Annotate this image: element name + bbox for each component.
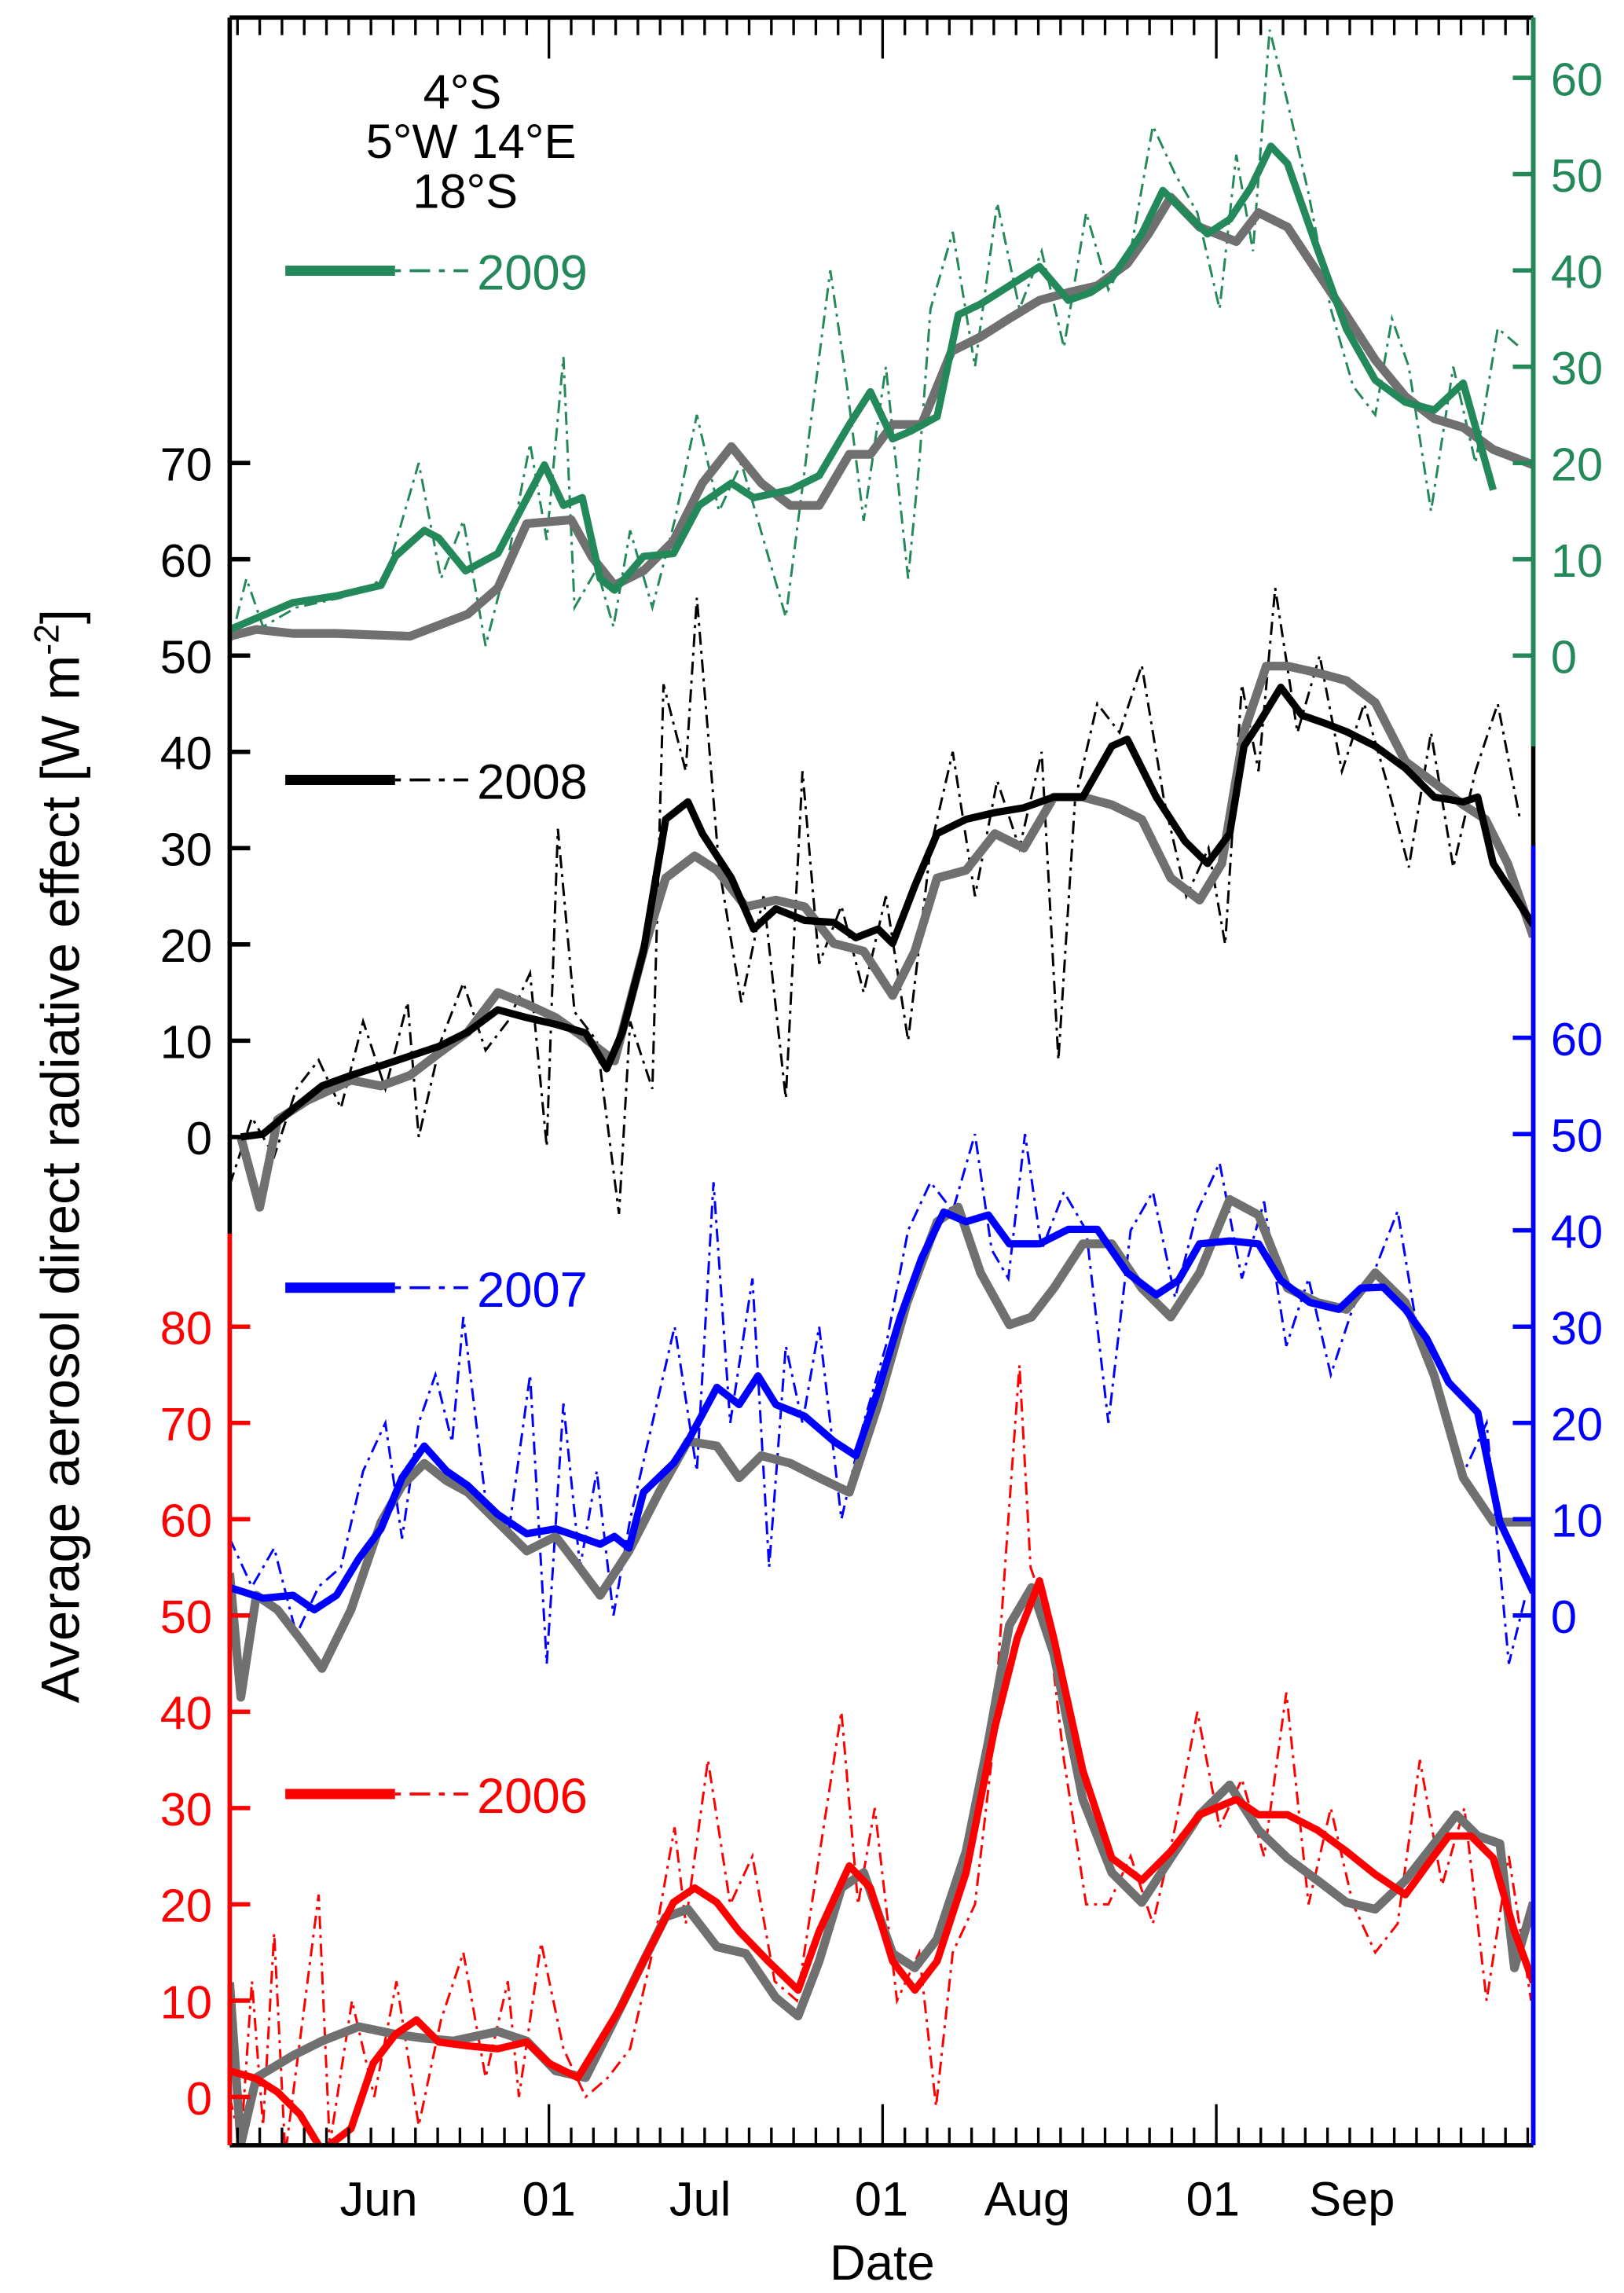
- mean-line-2008: [240, 683, 1534, 1141]
- y-tick-label-2006: 20: [160, 1880, 212, 1932]
- y-tick-label-2009: 0: [1551, 631, 1577, 684]
- y-tick-label-2007: 60: [1551, 1013, 1603, 1066]
- y-tick-label-2008: 10: [160, 1016, 212, 1069]
- y-tick-label-2009: 20: [1551, 438, 1603, 491]
- legend: 2009 2008 2007 2006: [285, 246, 588, 1824]
- y-tick-label-2006: 60: [160, 1495, 212, 1547]
- y-tick-label-2006: 10: [160, 1976, 212, 2028]
- x-tick-label: Jul: [669, 2172, 731, 2226]
- y-axis-title-close: ]: [31, 609, 91, 624]
- legend-label-2008: 2008: [477, 755, 588, 810]
- y-tick-label-2006: 30: [160, 1783, 212, 1836]
- y-tick-label-2008: 0: [186, 1112, 212, 1165]
- reference-line-2007: [229, 1194, 1534, 1702]
- y-axis-title-main: Average aerosol direct radiative effect …: [31, 655, 91, 1703]
- x-tick-label: 01: [522, 2172, 575, 2226]
- x-tick-label: 01: [1186, 2172, 1240, 2226]
- y-axis-title-superscript: -2: [27, 624, 66, 655]
- reference-line-2006: [229, 1583, 1534, 2145]
- daily-line-2006: [229, 1365, 1533, 2145]
- y-tick-label-2006: 40: [160, 1687, 212, 1740]
- y-tick-label-2008: 60: [160, 534, 212, 587]
- legend-label-2007: 2007: [477, 1263, 588, 1318]
- y-tick-label-2009: 10: [1551, 534, 1603, 587]
- y-tick-label-2007: 40: [1551, 1205, 1603, 1258]
- x-tick-label: Jun: [340, 2172, 418, 2226]
- mean-line-2009: [229, 142, 1498, 633]
- region-north-label: 4°S: [423, 65, 502, 119]
- x-axis-title: Date: [830, 2236, 935, 2291]
- axes-layer: 0102030405060010203040506070010203040506…: [160, 15, 1603, 2226]
- y-tick-label-2006: 70: [160, 1398, 212, 1451]
- x-tick-label: Sep: [1309, 2172, 1395, 2226]
- y-tick-label-2009: 60: [1551, 53, 1603, 105]
- mean-line-2006: [229, 1577, 1534, 2145]
- y-tick-label-2007: 20: [1551, 1398, 1603, 1451]
- y-tick-label-2006: 80: [160, 1302, 212, 1355]
- y-tick-label-2006: 0: [186, 2072, 212, 2125]
- daily-line-2009: [229, 29, 1521, 647]
- y-tick-label-2008: 20: [160, 919, 212, 972]
- y-tick-label-2007: 50: [1551, 1110, 1603, 1162]
- mean-line-2007: [229, 1208, 1534, 1614]
- y-tick-label-2007: 30: [1551, 1302, 1603, 1355]
- y-axis-title: Average aerosol direct radiative effect …: [27, 609, 90, 1703]
- y-tick-label-2009: 40: [1551, 245, 1603, 298]
- region-annotation: 4°S 5°W 14°E 18°S: [366, 65, 577, 219]
- legend-label-2009: 2009: [477, 246, 588, 301]
- y-tick-label-2008: 40: [160, 727, 212, 780]
- x-tick-label: 01: [855, 2172, 908, 2226]
- y-tick-label-2007: 0: [1551, 1590, 1577, 1643]
- y-tick-label-2008: 50: [160, 631, 212, 684]
- y-tick-label-2007: 10: [1551, 1495, 1603, 1547]
- daily-line-2008: [229, 588, 1522, 1215]
- y-tick-label-2009: 50: [1551, 149, 1603, 202]
- legend-label-2006: 2006: [477, 1769, 588, 1824]
- x-tick-label: Aug: [984, 2172, 1070, 2226]
- region-lon-label: 5°W 14°E: [366, 115, 577, 169]
- y-tick-label-2008: 30: [160, 824, 212, 876]
- series-layer: [229, 29, 1534, 2145]
- y-tick-label-2008: 70: [160, 438, 212, 491]
- daily-line-2007: [229, 1133, 1527, 1664]
- y-tick-label-2009: 30: [1551, 342, 1603, 394]
- y-tick-label-2006: 50: [160, 1590, 212, 1643]
- region-south-label: 18°S: [412, 164, 518, 218]
